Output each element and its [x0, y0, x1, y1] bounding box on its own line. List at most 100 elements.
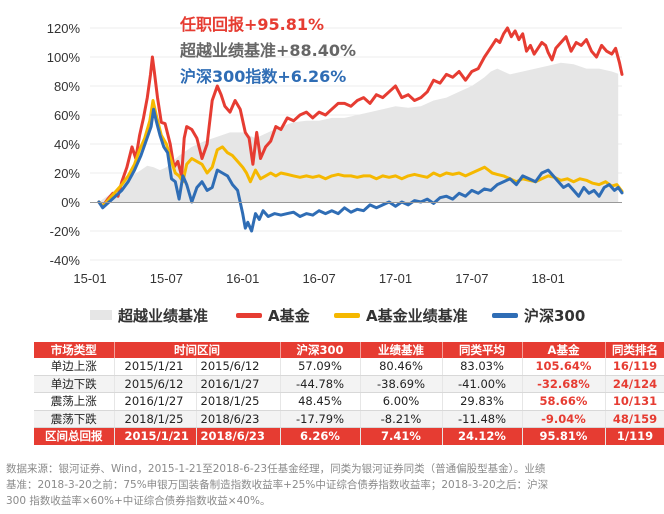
cell-hs300: -44.78%	[280, 375, 361, 393]
cell-hs300: 57.09%	[280, 358, 361, 376]
excess-return-area	[98, 62, 619, 202]
cell-peer-average: 29.83%	[442, 392, 523, 411]
line-chart: 120%100%80%60%40%20%0%-20%-40% 15-01 15-0…	[47, 15, 624, 286]
cell-rank: 16/119	[605, 358, 664, 376]
x-tick-label: 15-01	[73, 271, 106, 286]
x-tick-label: 16-07	[302, 271, 335, 286]
source-footnote: 数据来源：银河证券、Wind，2015-1-21至2018-6-23任基金经理，…	[6, 461, 660, 509]
cell-peer-average: -11.48%	[442, 410, 523, 428]
cell-peer-average: 83.03%	[442, 358, 523, 376]
footnote-line-2: 基准：2018-3-20之前：75%申银万国装备制造指数收益率+25%中证综合债…	[6, 479, 549, 491]
legend-item-benchmark: A基金业绩基准	[334, 300, 468, 330]
y-tick-label: -40%	[50, 253, 81, 268]
x-tick-label: 16-01	[226, 271, 259, 286]
performance-table: 市场类型 时间区间 沪深300 业绩基准 同类平均 A基金 同类排名 单边上涨 …	[34, 342, 664, 445]
legend-swatch-benchmark	[334, 312, 360, 318]
y-tick-label: 100%	[47, 50, 81, 65]
legend-item-fund: A基金	[236, 300, 310, 330]
cell-end: 2016/1/27	[196, 375, 281, 393]
legend-swatch-fund	[236, 312, 262, 318]
chart-lines	[97, 26, 624, 233]
y-tick-label: 60%	[54, 108, 80, 123]
annotation-label: 超越业绩基准+88.40%	[179, 41, 356, 60]
cell-peer-average: -41.00%	[442, 375, 523, 393]
legend-label-hs300: 沪深300	[524, 306, 586, 325]
legend-swatch-hs300	[492, 312, 518, 318]
series-line-A基金业绩基准	[97, 99, 624, 208]
cell-benchmark: -8.21%	[360, 410, 443, 428]
header-hs300: 沪深300	[280, 342, 361, 358]
legend-label-fund: A基金	[268, 306, 310, 325]
cell-benchmark: 80.46%	[360, 358, 443, 376]
header-benchmark: 业绩基准	[360, 342, 443, 358]
series-area-excess	[98, 62, 619, 202]
header-fund: A基金	[522, 342, 606, 358]
cell-end: 2018/6/23	[196, 410, 281, 428]
legend-item-excess: 超越业绩基准	[90, 300, 208, 330]
cell-fund: 105.64%	[522, 358, 606, 376]
cell-type: 震荡下跌	[34, 410, 115, 428]
cell-peer-average: 24.12%	[442, 427, 523, 445]
chart-annotations: 任职回报+95.81% 超越业绩基准+88.40% 沪深300指数+6.26%	[179, 15, 356, 86]
cell-rank: 24/124	[605, 375, 664, 393]
cell-start: 2018/1/25	[114, 410, 197, 428]
cell-benchmark: 6.00%	[360, 392, 443, 411]
table-row: 单边上涨 2015/1/21 2015/6/12 57.09% 80.46% 8…	[34, 358, 664, 376]
cell-benchmark: 7.41%	[360, 427, 443, 445]
header-market-type: 市场类型	[34, 342, 115, 358]
table-total-row: 区间总回报 2015/1/21 2018/6/23 6.26% 7.41% 24…	[34, 427, 664, 445]
series-line-沪深300	[97, 107, 624, 233]
x-axis-ticks: 15-01 15-07 16-01 16-07 17-01 17-07 18-01	[73, 271, 564, 286]
annotation-label: 任职回报+95.81%	[179, 15, 324, 34]
cell-start: 2015/6/12	[114, 375, 197, 393]
footnote-line-1: 数据来源：银河证券、Wind，2015-1-21至2018-6-23任基金经理，…	[6, 463, 546, 475]
header-period: 时间区间	[114, 342, 281, 358]
y-tick-label: 80%	[54, 79, 80, 94]
series-line-A基金	[97, 26, 624, 208]
table-row: 单边下跌 2015/6/12 2016/1/27 -44.78% -38.69%…	[34, 375, 664, 393]
y-tick-label: 20%	[54, 166, 80, 181]
y-tick-label: 120%	[47, 21, 81, 36]
x-tick-label: 15-07	[150, 271, 183, 286]
y-tick-label: -20%	[50, 224, 81, 239]
cell-type: 区间总回报	[34, 427, 115, 445]
cell-rank: 48/159	[605, 410, 664, 428]
cell-start: 2016/1/27	[114, 392, 197, 411]
cell-end: 2015/6/12	[196, 358, 281, 376]
cell-type: 震荡上涨	[34, 392, 115, 411]
cell-rank: 10/131	[605, 392, 664, 411]
cell-fund: -9.04%	[522, 410, 606, 428]
cell-benchmark: -38.69%	[360, 375, 443, 393]
x-tick-label: 18-01	[532, 271, 565, 286]
x-tick-label: 17-01	[379, 271, 412, 286]
legend-swatch-excess	[90, 310, 112, 320]
annotation-label: 沪深300指数+6.26%	[180, 67, 346, 86]
chart-legend: 超越业绩基准 A基金 A基金业绩基准 沪深300	[0, 300, 664, 330]
table-row: 震荡上涨 2016/1/27 2018/1/25 48.45% 6.00% 29…	[34, 392, 664, 411]
cell-fund: 58.66%	[522, 392, 606, 411]
table-header-row: 市场类型 时间区间 沪深300 业绩基准 同类平均 A基金 同类排名	[34, 342, 664, 358]
legend-label-benchmark: A基金业绩基准	[366, 306, 468, 325]
cell-fund: -32.68%	[522, 375, 606, 393]
cell-type: 单边上涨	[34, 358, 115, 376]
cell-start: 2015/1/21	[114, 358, 197, 376]
y-tick-label: 0%	[61, 195, 80, 210]
cell-end: 2018/6/23	[196, 427, 281, 445]
cell-type: 单边下跌	[34, 375, 115, 393]
legend-item-hs300: 沪深300	[492, 300, 585, 330]
y-tick-label: 40%	[54, 137, 80, 152]
cell-end: 2018/1/25	[196, 392, 281, 411]
cell-hs300: 6.26%	[280, 427, 361, 445]
cell-hs300: -17.79%	[280, 410, 361, 428]
cell-fund: 95.81%	[522, 427, 606, 445]
footnote-line-3: 300 指数收益率×60%+中证综合债券指数收益×40%。	[6, 495, 271, 507]
table-row: 震荡下跌 2018/1/25 2018/6/23 -17.79% -8.21% …	[34, 410, 664, 428]
y-axis-ticks: 120% 100% 80% 60% 40% 20% 0% -20% -40%	[47, 21, 81, 268]
x-tick-label: 17-07	[455, 271, 488, 286]
legend-label-excess: 超越业绩基准	[118, 306, 209, 325]
header-peer-average: 同类平均	[442, 342, 523, 358]
cell-start: 2015/1/21	[114, 427, 197, 445]
cell-rank: 1/119	[605, 427, 664, 445]
cell-hs300: 48.45%	[280, 392, 361, 411]
header-peer-rank: 同类排名	[605, 342, 664, 358]
